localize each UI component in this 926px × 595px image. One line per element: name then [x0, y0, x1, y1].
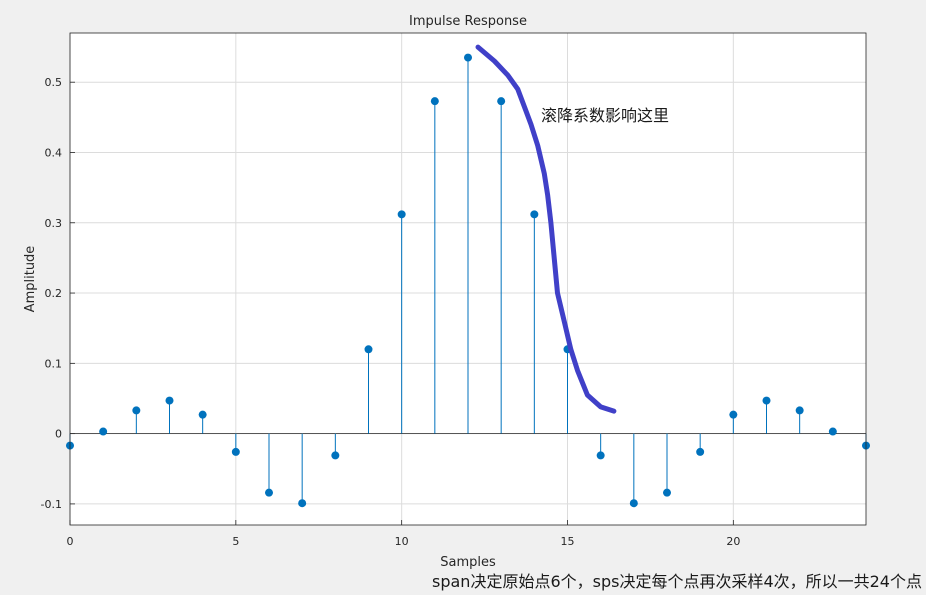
stem-marker: [530, 210, 539, 219]
stem-point: [198, 410, 207, 434]
x-axis-label: Samples: [440, 555, 496, 570]
stem-marker: [397, 210, 406, 219]
x-ticks: 0 5 10 15 20: [67, 520, 740, 548]
stem-marker: [298, 499, 307, 508]
stem-point: [298, 433, 307, 508]
stem-point: [397, 210, 406, 434]
x-tick-label: 0: [67, 535, 74, 548]
stem-point: [231, 433, 240, 456]
stem-marker: [729, 410, 738, 419]
stem-marker: [165, 396, 174, 405]
stem-point: [530, 210, 539, 434]
stem-series: [66, 53, 870, 508]
stem-marker: [364, 345, 373, 354]
stem-point: [464, 53, 472, 434]
stem-point: [430, 97, 439, 434]
stem-point: [497, 97, 506, 434]
stem-point: [331, 433, 340, 460]
stem-point: [132, 406, 141, 434]
stem-point: [729, 410, 738, 434]
stem-marker: [464, 53, 472, 62]
stem-marker: [231, 447, 240, 456]
x-tick-label: 20: [726, 535, 740, 548]
stem-point: [364, 345, 373, 434]
annotation-curve: [475, 44, 617, 414]
stem-marker: [762, 396, 771, 405]
stem-point: [165, 396, 174, 434]
x-tick-label: 10: [395, 535, 409, 548]
stem-point: [99, 427, 108, 436]
stem-marker: [795, 406, 804, 415]
y-axis-label: Amplitude: [23, 246, 38, 313]
y-tick-label: 0.5: [45, 76, 63, 89]
stem-marker: [198, 410, 207, 419]
stem-point: [629, 433, 638, 508]
stem-point: [696, 433, 705, 456]
plot-box: [69, 32, 867, 526]
stem-point: [762, 396, 771, 434]
y-tick-label: 0.1: [45, 357, 63, 370]
stem-marker: [99, 427, 108, 436]
stem-point: [663, 433, 671, 497]
stem-marker: [828, 427, 837, 436]
stem-marker: [265, 488, 273, 497]
stem-marker: [629, 499, 638, 508]
stem-marker: [596, 451, 605, 460]
annotation-text: 滚降系数影响这里: [541, 106, 669, 125]
stem-marker: [132, 406, 141, 415]
stem-point: [265, 433, 273, 497]
stem-marker: [696, 447, 705, 456]
y-tick-label: 0.2: [45, 287, 63, 300]
stem-marker: [663, 488, 671, 497]
y-ticks: -0.1 0 0.1 0.2 0.3 0.4 0.5: [41, 76, 75, 511]
stem-marker: [430, 97, 439, 106]
stem-marker: [331, 451, 340, 460]
y-tick-label: -0.1: [41, 498, 62, 511]
annotation-layer: 滚降系数影响这里: [475, 44, 669, 414]
y-tick-label: 0.3: [45, 217, 63, 230]
footer-note: span决定原始点6个，sps决定每个点再次采样4次，所以一共24个点: [432, 572, 922, 591]
y-tick-label: 0: [55, 428, 62, 441]
stem-point: [828, 427, 837, 436]
stem-marker: [497, 97, 506, 106]
chart-title: Impulse Response: [409, 14, 527, 29]
stem-point: [795, 406, 804, 434]
x-tick-label: 5: [232, 535, 239, 548]
y-tick-label: 0.4: [45, 146, 63, 159]
x-tick-label: 15: [561, 535, 575, 548]
stem-point: [596, 433, 605, 460]
